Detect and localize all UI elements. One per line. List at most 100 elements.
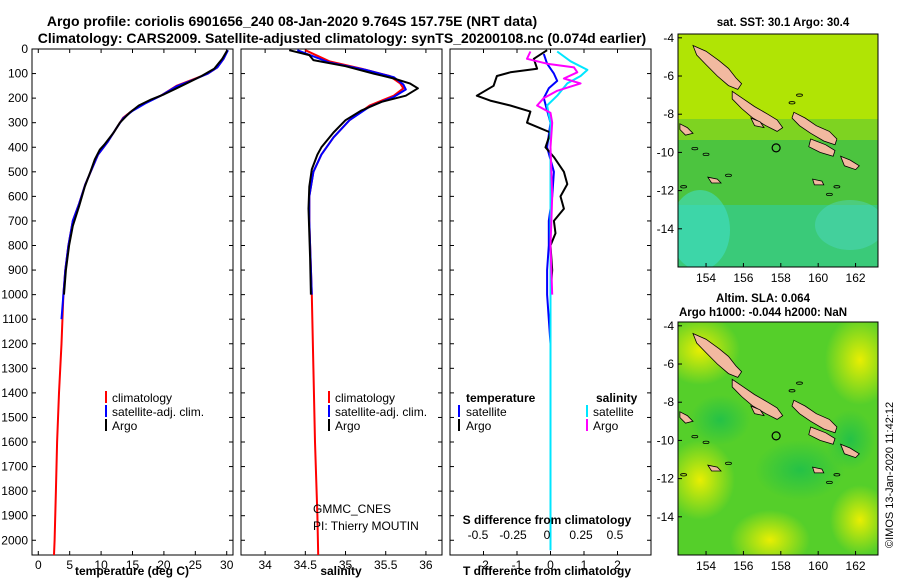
reef-outline	[702, 440, 710, 444]
legend-title-salinity: salinity	[596, 391, 638, 405]
depth-tick-label: 1500	[1, 410, 28, 424]
depth-tick-label: 1100	[2, 312, 28, 326]
reef-outline	[833, 473, 841, 477]
depth-tick-label: 2000	[1, 533, 28, 547]
reef-outline	[691, 146, 699, 151]
legend-label-t-argo: Argo	[466, 419, 492, 433]
depth-tick-label: 1700	[1, 460, 28, 474]
legend-label-s-satellite: satellite	[593, 405, 634, 419]
pi-note: PI: Thierry MOUTIN	[313, 519, 419, 533]
x-tick-label: 1	[581, 558, 588, 572]
difference-x-label: T difference from climatology	[463, 564, 631, 578]
reef-outline	[833, 185, 841, 189]
island	[791, 399, 838, 434]
salinity-y-ticks	[241, 48, 442, 541]
lon-tick-label: 158	[771, 271, 791, 285]
lon-tick-label: 162	[846, 559, 866, 573]
legend-label-climatology: climatology	[112, 391, 172, 405]
sst-map: sat. SST: 30.1 Argo: 30.4 -4 -6 -8 -10 -12 -1…	[657, 17, 879, 285]
salinity-diff-tick: 0	[544, 528, 551, 542]
legend-label-satellite: satellite-adj. clim.	[335, 405, 427, 419]
x-tick-label: 30	[220, 558, 234, 572]
island	[731, 90, 784, 132]
difference-y-ticks	[450, 48, 651, 541]
island	[808, 138, 836, 157]
argo-float-marker	[771, 143, 781, 153]
depth-tick-label: 600	[8, 189, 28, 203]
x-tick-label: 36	[419, 558, 433, 572]
reef-outline	[796, 93, 803, 97]
x-tick-label: -2	[478, 558, 489, 572]
salinity-diff-tick: 0.25	[569, 528, 593, 542]
island	[812, 466, 825, 474]
reef-outline	[788, 389, 796, 393]
sla-high-blob	[730, 510, 810, 555]
island	[679, 123, 694, 136]
salinity-axes-frame	[240, 48, 443, 556]
lat-tick-label: -6	[663, 69, 674, 83]
depth-tick-label: 1800	[1, 484, 28, 498]
reef-outline	[796, 381, 803, 385]
salinity-series	[288, 49, 419, 555]
depth-tick-label: 1200	[1, 337, 28, 351]
argo-float-marker	[771, 431, 781, 441]
x-tick-label: 0	[35, 558, 42, 572]
salinity-diff-ticks: -0.5 -0.25 0 0.25 0.5	[468, 528, 624, 542]
legend-label-climatology: climatology	[335, 391, 395, 405]
island	[707, 176, 722, 184]
sla-map-title-line1: Altim. SLA: 0.064	[716, 293, 811, 305]
island	[692, 332, 743, 378]
legend-label-argo: Argo	[112, 419, 138, 433]
difference-legend-temperature: temperature satellite Argo	[458, 391, 536, 433]
reef-outline	[826, 480, 833, 485]
lon-tick-label: 158	[771, 559, 791, 573]
difference-x-axis: -2 -1 0 1 2	[478, 49, 621, 572]
lat-tick-label: -4	[663, 31, 674, 45]
sst-map-title: sat. SST: 30.1 Argo: 30.4	[717, 17, 850, 29]
lat-tick-label: -10	[657, 145, 675, 159]
reef-outline	[691, 434, 699, 439]
depth-tick-label: 1300	[1, 361, 28, 375]
lat-tick-label: -14	[657, 222, 675, 236]
lon-tick-label: 162	[846, 271, 866, 285]
reef-outline	[680, 185, 688, 189]
reef-outline	[725, 173, 732, 177]
island	[791, 111, 838, 146]
x-tick-label: 25	[189, 558, 203, 572]
lat-tick-label: -8	[663, 107, 674, 121]
sla-map-frame	[677, 321, 879, 556]
difference-legend-salinity: salinity satellite Argo	[586, 391, 638, 433]
depth-tick-label: 900	[8, 263, 28, 277]
difference-series	[475, 49, 589, 551]
sla-land	[679, 332, 860, 485]
salinity-diff-axis-label: S difference from climatology	[463, 513, 632, 527]
salinity-diff-tick: -0.5	[468, 528, 489, 542]
lon-tick-label: 160	[808, 271, 828, 285]
sst-cold-patch	[678, 190, 730, 267]
depth-tick-label: 800	[8, 239, 28, 253]
depth-tick-label: 300	[8, 116, 28, 130]
x-tick-label: 0	[547, 558, 554, 572]
legend-title-temperature: temperature	[466, 391, 536, 405]
sla-map-title-line2: Argo h1000: -0.044 h2000: NaN	[679, 307, 847, 319]
temperature-series	[53, 49, 229, 555]
depth-tick-label: 100	[8, 67, 28, 81]
x-tick-label: 35	[339, 558, 353, 572]
salinity-legend: climatology satellite-adj. clim. Argo	[328, 391, 427, 433]
island	[839, 443, 860, 459]
sla-map-axes: -4 -6 -8 -10 -12 -14 154 156 158 160 162	[657, 319, 866, 573]
imos-credit: ©IMOS 13-Jan-2020 11:42:12	[884, 402, 896, 548]
sla-map-field	[678, 322, 878, 555]
lat-tick-label: -4	[663, 319, 674, 333]
lat-tick-label: -12	[657, 184, 675, 198]
temperature-x-label: temperature (deg C)	[75, 564, 189, 578]
salinity-diff-tick: 0.5	[607, 528, 624, 542]
sst-land	[679, 44, 860, 197]
lat-tick-label: -8	[663, 395, 674, 409]
x-tick-label: 34	[258, 558, 272, 572]
island	[679, 411, 694, 424]
lon-tick-label: 160	[808, 559, 828, 573]
x-tick-label: 10	[94, 558, 108, 572]
temperature-axes-frame	[31, 48, 234, 556]
legend-label-satellite: satellite-adj. clim.	[112, 405, 204, 419]
